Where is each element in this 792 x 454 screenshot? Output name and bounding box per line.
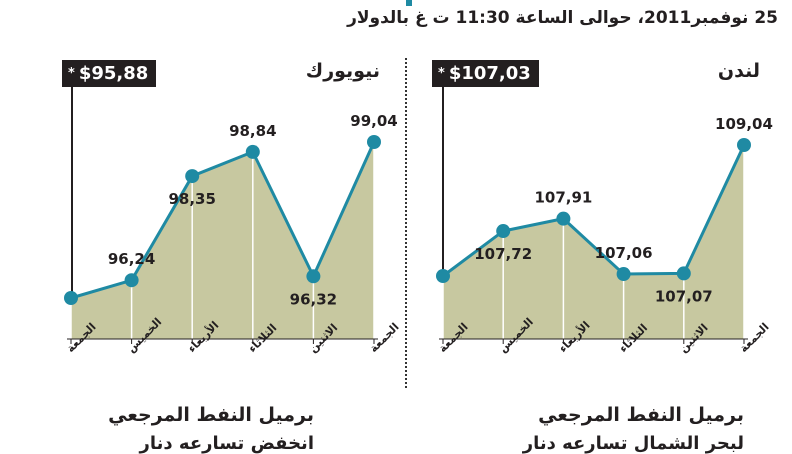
date-header: 25 نوفمبر2011، حوالى الساعة 11:30 ت غ با… <box>347 8 778 28</box>
newyork-title: نيويورك <box>305 60 380 82</box>
london-data-label-5: 109,04 <box>715 115 773 133</box>
london-data-label-2: 107,91 <box>534 189 592 207</box>
newyork-point-0 <box>64 291 78 305</box>
london-data-label-3: 107,06 <box>595 244 653 262</box>
newyork-data-label-2: 98,35 <box>168 190 215 208</box>
london-data-label-4: 107,07 <box>655 287 713 305</box>
newyork-price-stem <box>71 87 73 296</box>
newyork-point-3 <box>245 144 260 159</box>
london-point-0 <box>436 269 450 283</box>
top-marker <box>406 0 412 6</box>
london-price-box: * $107,03 <box>432 60 539 87</box>
newyork-price-star: * <box>68 66 75 81</box>
london-point-5 <box>737 138 751 152</box>
london-point-3 <box>616 267 631 282</box>
newyork-area <box>71 142 374 339</box>
london-price: $107,03 <box>448 63 531 84</box>
london-series-line <box>442 144 746 278</box>
newyork-caption: برميل النفط المرجعي <box>108 404 314 426</box>
newyork-data-label-5: 99,04 <box>350 112 397 130</box>
london-data-label-1: 107,72 <box>474 245 532 263</box>
newyork-data-label-1: 96,24 <box>108 250 155 268</box>
london-point-4 <box>676 266 691 281</box>
newyork-data-label-3: 98,84 <box>229 122 276 140</box>
newyork-price: $95,88 <box>78 63 149 84</box>
london-caption-2: لبحر الشمال تسارعه دنار <box>522 433 744 454</box>
london-area <box>443 145 744 339</box>
london-title: لندن <box>717 60 760 82</box>
london-point-1 <box>496 224 511 239</box>
newyork-price-box: * $95,88 <box>62 60 157 87</box>
london-price-star: * <box>438 66 445 81</box>
newyork-point-2 <box>185 169 200 184</box>
panel-divider <box>405 58 407 388</box>
newyork-point-1 <box>124 273 139 288</box>
newyork-point-5 <box>367 135 381 149</box>
london-caption: برميل النفط المرجعي <box>538 404 744 426</box>
newyork-series-line <box>70 141 376 300</box>
london-price-stem <box>442 87 444 275</box>
newyork-data-label-4: 96,32 <box>290 290 337 308</box>
newyork-point-4 <box>306 269 321 284</box>
london-point-2 <box>556 211 571 226</box>
